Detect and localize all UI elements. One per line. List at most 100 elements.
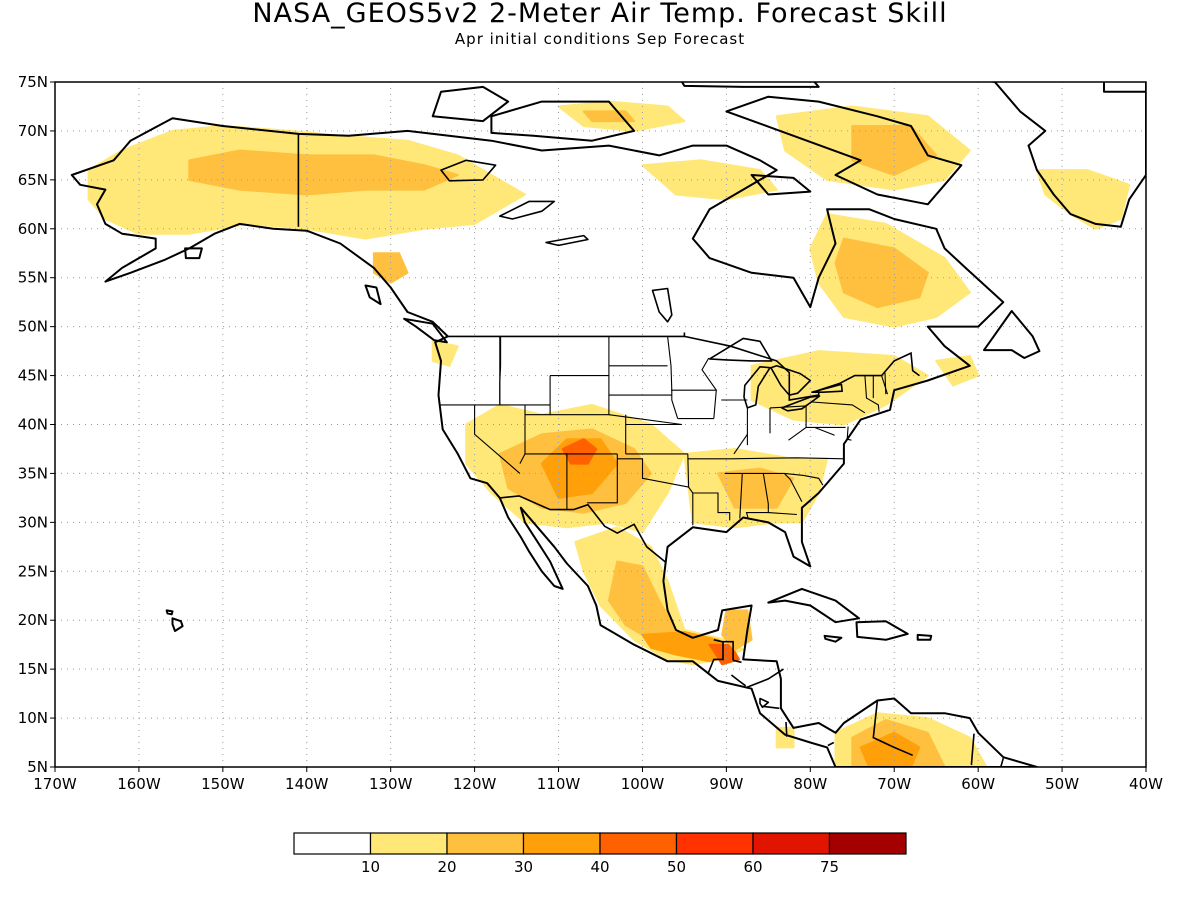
state-border [788,426,807,441]
country-border [499,495,667,564]
skill-region-baffin-core [851,125,938,176]
colorbar-label: 20 [437,858,456,876]
skill-region-bc-coast [372,252,409,284]
country-border [970,733,975,766]
lon-label: 150W [201,775,245,793]
state-border [739,473,743,519]
lake-lake-athabasca [545,234,589,247]
country-border [447,332,686,338]
state-border [814,426,835,436]
lake-lake-huron [770,364,812,396]
lon-label: 170W [33,775,77,793]
lake-lake-winnipeg [651,287,673,323]
state-border [667,336,679,419]
coastline-kodiak [184,247,203,260]
colorbar-label: 60 [743,858,762,876]
coastline-jamaica [823,634,843,643]
lat-label: 35N [18,464,48,482]
lon-label: 40W [1129,775,1163,793]
coastline-svalbard-east [1103,82,1146,93]
lon-label: 100W [621,775,665,793]
state-border [499,336,502,405]
coastline-ellesmere-devon [680,82,820,88]
lat-label: 70N [18,122,48,140]
lake-lake-michigan [743,365,771,409]
lake-lake-nicaragua [759,697,770,709]
lon-label: 160W [117,775,161,793]
lat-label: 55N [18,269,48,287]
lon-label: 50W [1045,775,1079,793]
coastline-baffin-island [725,95,963,206]
state-border [687,453,694,526]
lon-label: 120W [453,775,497,793]
skill-region-greenland-east [1145,105,1146,132]
coastline-puerto-rico [916,633,933,641]
state-border [769,405,807,409]
skill-shading-layer [87,100,1146,767]
skill-region-alaska-core [188,149,459,196]
coastline-victoria-island [490,100,636,142]
state-border [768,512,797,516]
lat-label: 50N [18,318,48,336]
country-border [872,700,914,757]
state-border [846,426,852,441]
skill-region-arctic-islands-core [582,110,636,123]
colorbar-swatch [293,832,372,855]
colorbar-swatch [752,832,831,855]
lat-label: 25N [18,562,48,580]
state-border [474,404,521,474]
country-border [732,659,742,664]
skill-region-quebec-core [834,237,929,309]
country-border [745,668,784,689]
lake-great-bear-lake [440,159,497,182]
state-border [525,375,551,416]
state-border [587,453,618,504]
longitude-labels: 170W 160W 150W 140W 130W 120W 110W 100W 90W 80W 70… [33,767,1163,793]
state-border [617,458,689,488]
colorbar-swatch [675,832,754,855]
coastline-banks-island [431,85,510,123]
colorbar: 10 20 30 40 50 60 75 [293,832,907,876]
colorbar-swatch [828,832,907,855]
coastline-southampton-island [750,174,812,196]
colorbar-label: 10 [361,858,380,876]
lake-lake-erie [780,395,821,412]
state-border [525,453,568,510]
lat-label: 65N [18,171,48,189]
lon-label: 60W [961,775,995,793]
skill-region-four-corners-peak [561,438,598,465]
state-border [881,375,889,395]
skill-region-venezuela-peak [859,731,921,767]
skill-region-pacific-nw [431,340,459,367]
country-border [762,705,780,710]
lon-label: 130W [369,775,413,793]
colorbar-label: 30 [514,858,533,876]
skill-region-cuba-south [775,726,795,749]
lon-label: 80W [793,775,827,793]
country-border [1000,757,1005,767]
chart-subtitle: Apr initial conditions Sep Forecast [454,30,746,48]
colorbar-swatch [369,832,448,855]
lat-label: 10N [18,709,48,727]
state-border [733,433,748,455]
lat-label: 45N [18,367,48,385]
state-border [701,357,717,419]
land-outlines [70,82,1146,767]
lake-great-slave-lake [498,200,556,220]
lon-label: 90W [709,775,743,793]
coastline-vancouver-island [403,317,448,344]
skill-region-greenland-south [1035,169,1131,230]
coastline-north-america [70,117,1038,767]
country-border [730,674,747,687]
colorbar-swatch [522,832,601,855]
country-border [707,641,724,675]
colorbar-label: 50 [667,858,686,876]
coastline-greenland [987,82,1146,228]
state-border [730,457,845,460]
state-border [864,375,880,412]
lon-label: 70W [877,775,911,793]
lat-label: 30N [18,513,48,531]
coastline-newfoundland [983,310,1041,359]
latitude-labels: 75N 70N 65N 60N 55N 50N 45N 40N 35N 30N 25N 20N 15N 1… [18,73,55,776]
